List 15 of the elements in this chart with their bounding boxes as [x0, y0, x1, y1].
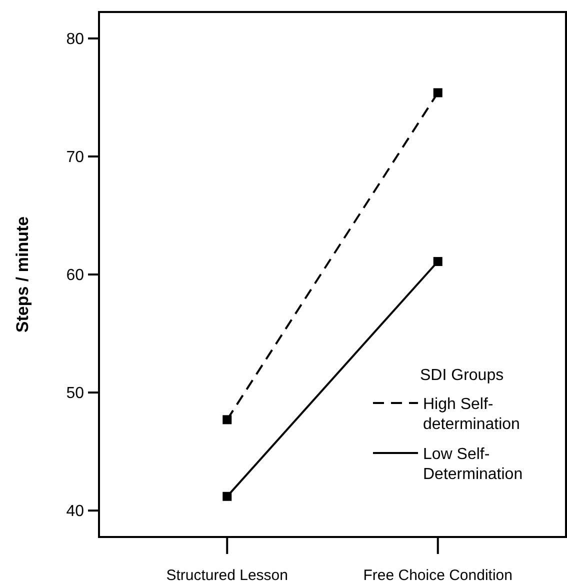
legend-title: SDI Groups: [420, 367, 504, 384]
y-tick-label: 70: [66, 149, 84, 166]
y-tick-label: 40: [66, 503, 84, 520]
y-tick-label: 60: [66, 267, 84, 284]
y-axis-title: Steps / minute: [13, 216, 32, 333]
legend-label: High Self-determination: [423, 396, 520, 433]
point: [433, 88, 442, 98]
y-tick-label: 80: [66, 31, 84, 48]
x-tick-label: Structured Lesson: [166, 567, 288, 581]
point: [222, 492, 232, 501]
y-tick-label: 50: [66, 385, 84, 402]
point: [222, 415, 232, 424]
point: [433, 257, 442, 266]
x-tick-label: Free Choice Condition: [363, 567, 512, 581]
legend-label: Low Self-Determination: [423, 446, 523, 483]
